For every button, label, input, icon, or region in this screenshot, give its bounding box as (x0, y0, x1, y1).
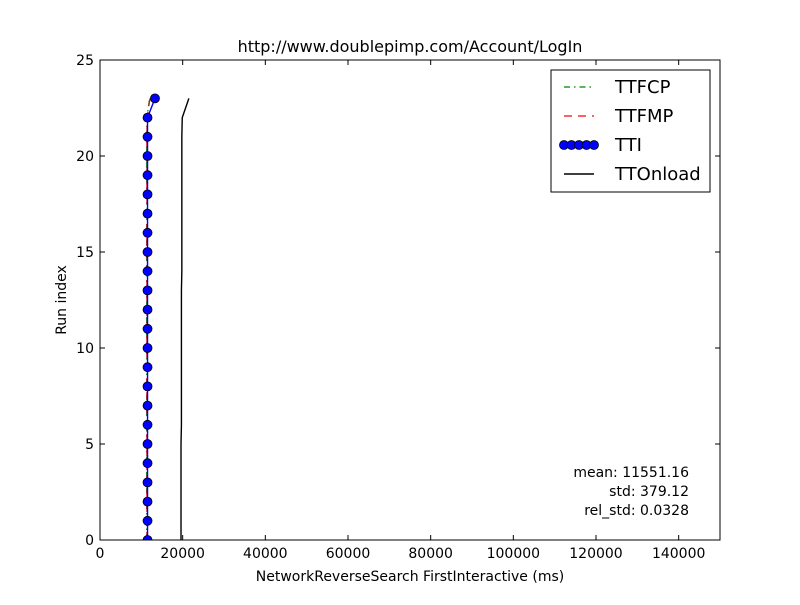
plot-frame (99, 59, 721, 541)
y-tick-label: 0 (85, 533, 94, 549)
legend-item-ttfcp: TTFCP (564, 77, 671, 98)
data-point-tti (142, 323, 153, 334)
data-point-tti (142, 400, 153, 411)
ticks-layer: 0 20000 40000 60000 80000 100000 120000 140000 0… (76, 53, 720, 562)
data-point-tti (150, 93, 160, 104)
data-point-tti (142, 439, 153, 449)
stats-mean: mean: 11551.16 (573, 465, 689, 481)
data-point-tti (142, 266, 153, 277)
x-tick-label: 20000 (160, 546, 205, 562)
series-ttfcp (146, 98, 151, 540)
data-point-tti (142, 170, 153, 181)
data-point-tti (142, 458, 153, 469)
y-tick-label: 20 (76, 149, 94, 165)
stats-std: std: 379.12 (609, 484, 689, 500)
legend-label: TTFCP (614, 77, 671, 98)
legend-item-ttfmp: TTFMP (564, 106, 674, 127)
data-point-tti (142, 343, 153, 353)
y-axis-label: Run index (54, 265, 70, 335)
data-point-tti (142, 515, 153, 526)
data-point-tti (142, 535, 153, 540)
y-tick-label: 10 (76, 341, 94, 357)
legend-box (550, 69, 711, 193)
legend-label: TTOnload (614, 164, 701, 185)
x-tick-label: 140000 (652, 546, 705, 562)
series-layer (142, 93, 190, 540)
data-point-tti (142, 247, 153, 257)
series-ttonload (180, 98, 190, 540)
stats-rel-std: rel_std: 0.0328 (584, 503, 689, 519)
data-point-tti (142, 304, 153, 315)
data-point-tti (142, 151, 153, 161)
x-tick-label: 60000 (326, 546, 371, 562)
legend-label: TTI (614, 135, 642, 156)
series-tti (142, 93, 160, 540)
data-point-tti (142, 208, 153, 219)
data-point-tti (142, 112, 153, 123)
data-point-tti (142, 477, 153, 488)
y-tick-label: 15 (76, 245, 94, 261)
legend-label: TTFMP (614, 106, 674, 127)
legend-item-tti: TTI (559, 135, 642, 156)
legend-item-ttonload: TTOnload (564, 164, 701, 185)
y-tick-label: 5 (85, 437, 94, 453)
series-line-ttfcp (146, 98, 151, 540)
x-axis-label: NetworkReverseSearch FirstInteractive (m… (256, 569, 564, 585)
x-tick-label: 120000 (569, 546, 622, 562)
stats-box: mean: 11551.16 std: 379.12 rel_std: 0.03… (573, 465, 689, 519)
series-line-tti (146, 98, 156, 540)
data-point-tti (142, 131, 153, 142)
data-point-tti (142, 227, 153, 238)
x-tick-label: 80000 (408, 546, 453, 562)
data-point-tti (142, 189, 153, 200)
series-line-ttonload (180, 98, 190, 540)
data-point-tti (142, 381, 153, 392)
data-point-tti (142, 362, 153, 373)
x-tick-label: 100000 (487, 546, 540, 562)
x-tick-label: 0 (96, 546, 105, 562)
data-point-tti (142, 496, 153, 507)
data-point-tti (142, 285, 153, 296)
y-tick-label: 25 (76, 53, 94, 69)
legend-marker (589, 140, 599, 150)
data-point-tti (142, 419, 153, 430)
x-tick-label: 40000 (243, 546, 288, 562)
chart-title: http://www.doublepimp.com/Account/LogIn (238, 37, 583, 56)
legend: TTFCP TTFMP TTI TTOnload (550, 69, 711, 193)
